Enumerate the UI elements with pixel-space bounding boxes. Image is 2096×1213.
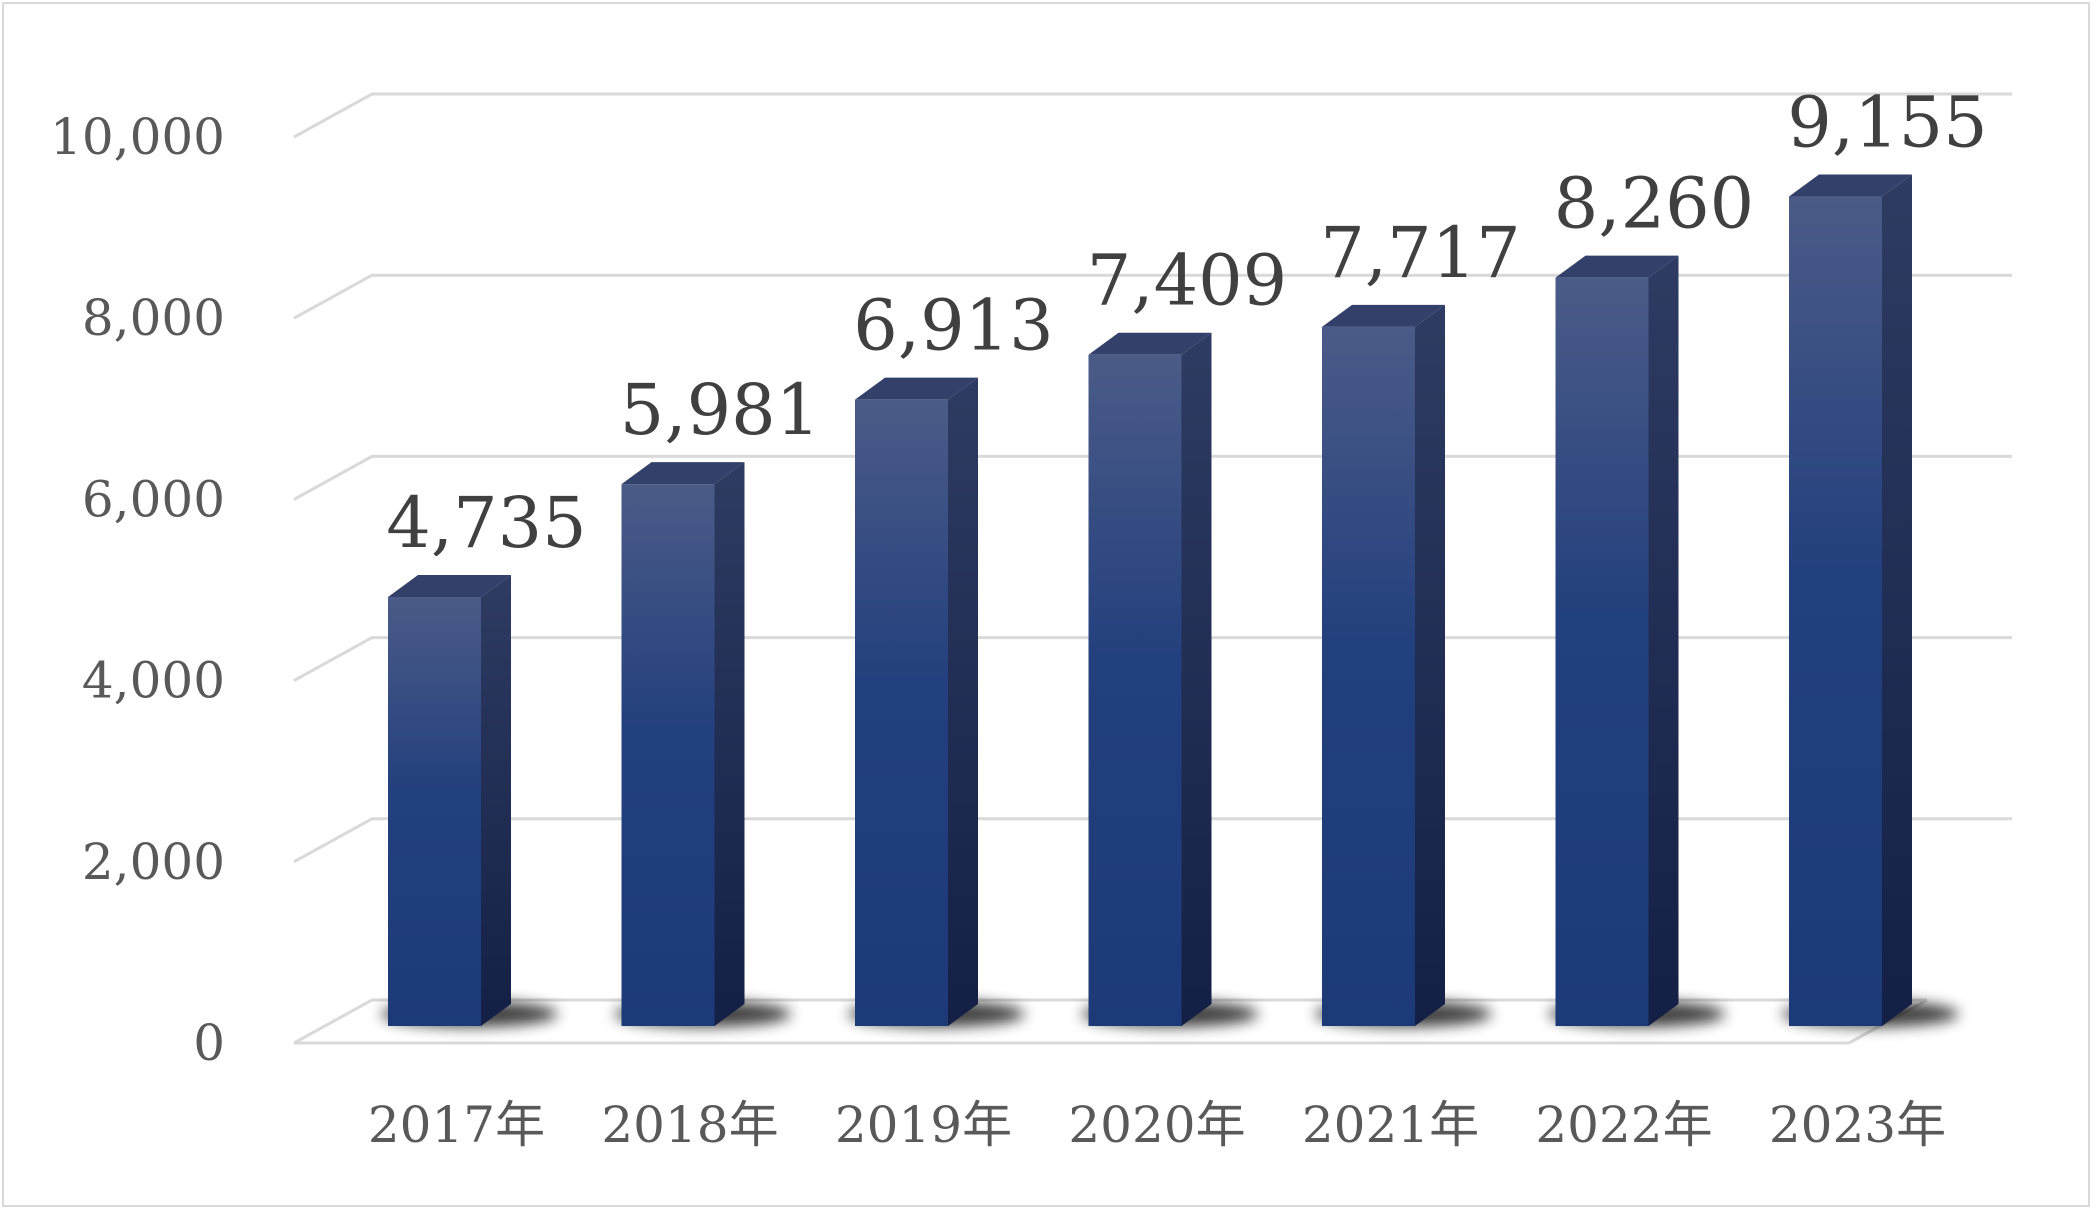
y-tick-label: 4,000 [82, 652, 225, 710]
bar-front [388, 597, 481, 1026]
x-tick-label: 2017年 [368, 1096, 545, 1154]
bar-side [1648, 255, 1679, 1027]
bar-top [855, 377, 978, 400]
bar-front [621, 484, 715, 1026]
bar-top [1088, 332, 1212, 355]
y-tick-label: 2,000 [82, 833, 225, 891]
gridline [293, 92, 2012, 139]
gridline [293, 273, 2012, 320]
bar-front [1322, 326, 1415, 1026]
y-tick-label: 10,000 [50, 108, 225, 166]
bar-side [714, 462, 745, 1026]
data-label: 7,409 [1087, 240, 1287, 322]
x-tick-label: 2018年 [601, 1096, 778, 1154]
y-axis: 0 2,000 4,000 6,000 8,000 10,000 [50, 108, 225, 1072]
bar [614, 462, 792, 1027]
data-label: 8,260 [1554, 163, 1754, 245]
bar-front [855, 399, 948, 1026]
bar-side [1882, 174, 1912, 1026]
gridline [293, 454, 2012, 501]
bar [1548, 255, 1726, 1027]
bar [1315, 304, 1492, 1027]
bar [848, 377, 1025, 1027]
bar [1081, 332, 1259, 1027]
bar-top [1555, 255, 1679, 278]
x-tick-label: 2022年 [1535, 1096, 1712, 1154]
bar [381, 575, 558, 1027]
bar-top [1322, 304, 1445, 327]
gridline [293, 817, 2012, 864]
x-tick-label: 2023年 [1769, 1096, 1946, 1154]
data-label: 6,913 [853, 285, 1053, 367]
data-label: 5,981 [620, 369, 820, 451]
bars [381, 174, 1959, 1027]
bar-side [948, 377, 978, 1026]
data-labels: 4,735 5,981 6,913 7,409 7,717 8,260 9,155 [386, 82, 1987, 564]
bar-side [481, 575, 511, 1026]
bar-front [1088, 354, 1182, 1026]
x-tick-label: 2020年 [1068, 1096, 1245, 1154]
data-label: 4,735 [386, 482, 586, 564]
data-label: 9,155 [1787, 82, 1987, 164]
bar [1782, 174, 1959, 1027]
bar-top [621, 462, 745, 485]
y-tick-label: 0 [193, 1014, 225, 1072]
bar-side [1181, 332, 1212, 1026]
y-tick-label: 8,000 [82, 289, 225, 347]
bar-top [388, 575, 511, 598]
data-label: 7,717 [1320, 212, 1520, 294]
bar-side [1415, 304, 1445, 1026]
x-tick-label: 2021年 [1302, 1096, 1479, 1154]
y-tick-label: 6,000 [82, 470, 225, 528]
gridline [293, 636, 2012, 682]
bar-top [1789, 174, 1912, 197]
bar-front [1789, 196, 1882, 1026]
x-tick-label: 2019年 [835, 1096, 1012, 1154]
x-axis: 2017年 2018年 2019年 2020年 2021年 2022年 2023年 [368, 1096, 1946, 1154]
bar-front [1555, 277, 1649, 1026]
